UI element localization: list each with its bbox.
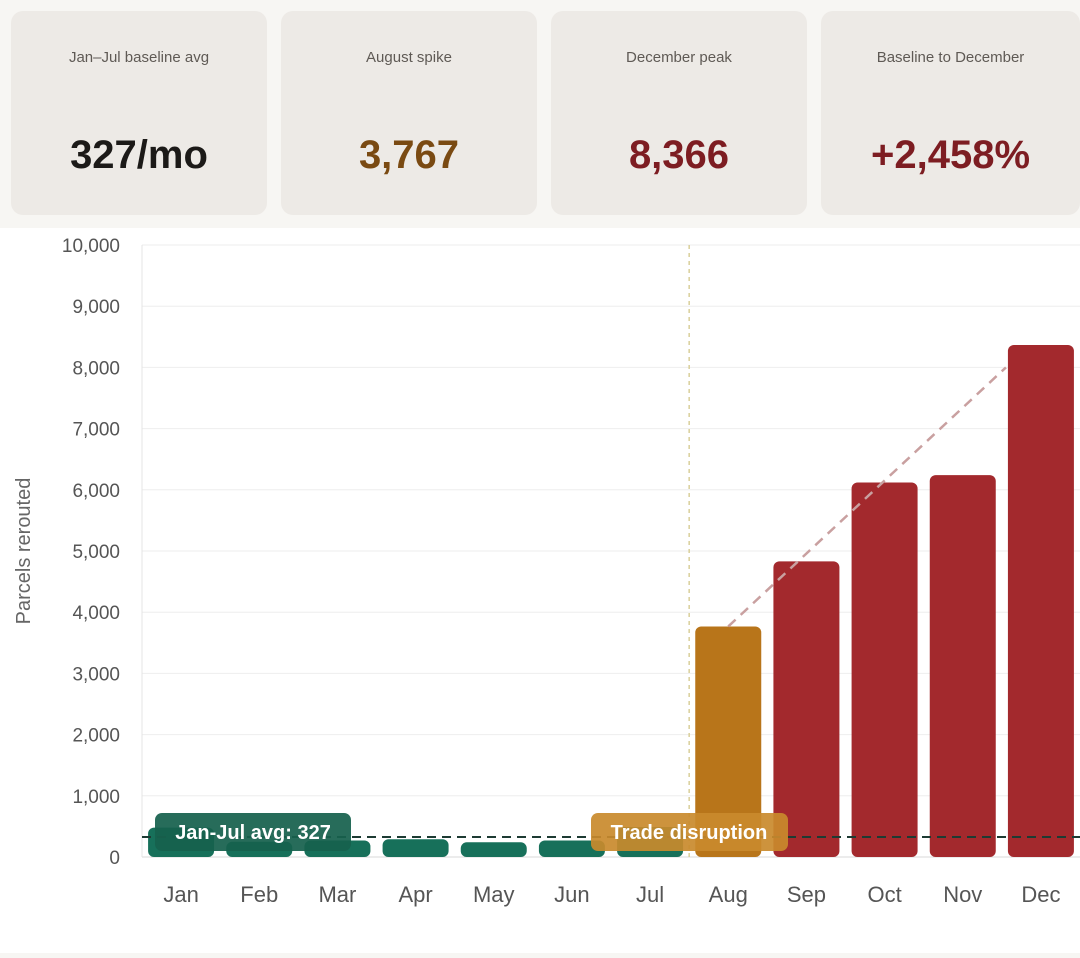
- bar-oct: [851, 482, 918, 857]
- event-label: Trade disruption: [611, 822, 768, 844]
- kpi-label: Baseline to December: [876, 49, 1025, 66]
- bar-dec: [1007, 345, 1074, 857]
- kpi-card-baseline: Jan–Jul baseline avg 327/mo: [11, 11, 267, 215]
- y-tick-label: 9,000: [72, 297, 120, 318]
- kpi-card-august: August spike 3,767: [281, 11, 537, 215]
- x-tick-label: May: [473, 882, 515, 907]
- y-tick-label: 5,000: [72, 542, 120, 563]
- baseline-label-bg: [155, 813, 351, 851]
- x-tick-label: Oct: [867, 882, 901, 907]
- kpi-cards: Jan–Jul baseline avg 327/mo August spike…: [0, 0, 1080, 230]
- y-tick-label: 6,000: [72, 481, 120, 502]
- trend-line: [727, 366, 1007, 628]
- chart-area: 0 1,000 2,000 3,000 4,000 5,000 6,000 7,000 8,00…: [0, 228, 1080, 953]
- y-tick-label: 10,000: [62, 236, 120, 257]
- kpi-card-change: Baseline to December +2,458%: [821, 11, 1080, 215]
- x-tick-label: Nov: [943, 882, 982, 907]
- kpi-value: 8,366: [628, 133, 730, 177]
- bar-may: [460, 842, 527, 857]
- bar-nov: [929, 475, 996, 857]
- y-axis-label: Parcels rerouted: [13, 478, 35, 625]
- event-label-bg: [591, 813, 788, 851]
- y-tick-label: 1,000: [72, 787, 120, 808]
- x-tick-label: Mar: [318, 882, 356, 907]
- y-tick-label: 4,000: [72, 603, 120, 624]
- x-tick-label: Sep: [787, 882, 826, 907]
- bar-aug: [695, 626, 762, 857]
- y-tick-label: 8,000: [72, 358, 120, 379]
- x-tick-label: Jan: [163, 882, 198, 907]
- x-tick-label: Jun: [554, 882, 589, 907]
- kpi-label: August spike: [366, 49, 452, 66]
- x-tick-label: Dec: [1021, 882, 1060, 907]
- x-tick-label: Jul: [636, 882, 664, 907]
- x-tick-label: Aug: [709, 882, 748, 907]
- kpi-label: Jan–Jul baseline avg: [68, 49, 210, 66]
- kpi-value: 327/mo: [70, 133, 208, 177]
- kpi-label: December peak: [626, 49, 732, 66]
- bar-apr: [382, 839, 449, 857]
- bar-jun: [538, 840, 605, 857]
- y-tick-label: 0: [109, 848, 120, 869]
- x-tick-label: Feb: [240, 882, 278, 907]
- kpi-value: 3,767: [358, 133, 460, 177]
- bar-chart: 0 1,000 2,000 3,000 4,000 5,000 6,000 7,000 8,00…: [13, 236, 1080, 907]
- baseline-label: Jan-Jul avg: 327: [175, 822, 331, 844]
- kpi-card-december: December peak 8,366: [551, 11, 807, 215]
- bar-sep: [773, 561, 840, 857]
- x-tick-label: Apr: [398, 882, 432, 907]
- y-tick-label: 7,000: [72, 420, 120, 441]
- kpi-value: +2,458%: [870, 133, 1031, 177]
- y-tick-label: 2,000: [72, 726, 120, 747]
- y-tick-label: 3,000: [72, 664, 120, 685]
